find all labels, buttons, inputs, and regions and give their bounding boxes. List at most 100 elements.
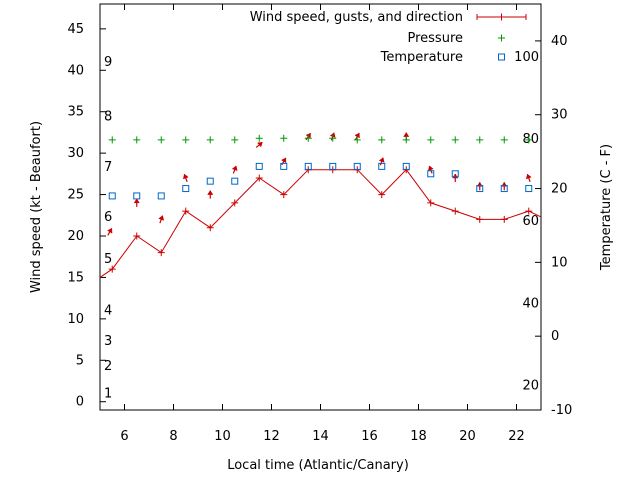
legend-label: Temperature (380, 50, 463, 65)
wind-direction-arrow-head (378, 157, 385, 163)
wind-speed-point (500, 215, 508, 223)
legend-square-swatch (498, 53, 505, 61)
legend-line-caps (476, 14, 527, 20)
legend: Wind speed, gusts, and direction Pressure… (250, 10, 527, 65)
y-left-tick-label: 30 (67, 146, 84, 161)
y-right-tick-label: 40 (551, 34, 568, 49)
pressure-point (378, 136, 386, 144)
y-left-tick-label: 0 (76, 395, 84, 410)
wind-speed-point (378, 191, 386, 199)
y-left-tick-label: 20 (67, 229, 84, 244)
x-tick-label: 18 (410, 429, 427, 444)
temperature-point (378, 162, 386, 170)
pressure-point (500, 136, 508, 144)
temperature-point (255, 162, 263, 170)
fahrenheit-label: 40 (522, 297, 539, 312)
temperature-point (304, 162, 312, 170)
temperature-point (476, 185, 484, 193)
wind-speed-point (255, 174, 263, 182)
pressure-point (353, 136, 361, 144)
wind-direction-arrow-head (133, 198, 140, 204)
beaufort-label: 1 (104, 386, 112, 401)
axes: 6 8 10 12 14 16 18 20 22051015202530354045-10010… (67, 3, 572, 444)
wind-direction-arrow-head (525, 173, 532, 180)
temperature-point (427, 170, 435, 178)
wind-direction-arrow-head (158, 215, 165, 221)
pressure-point (304, 134, 312, 142)
temperature-point (206, 177, 214, 185)
pressure-point (133, 136, 141, 144)
wind-speed-point (476, 215, 484, 223)
pressure-point (427, 136, 435, 144)
x-tick-label: 14 (312, 429, 329, 444)
fahrenheit-label: 60 (522, 214, 539, 229)
x-tick-label: 20 (459, 429, 476, 444)
pressure-point (231, 136, 239, 144)
wind-direction-arrow-head (403, 132, 410, 137)
temperature-point (133, 192, 141, 200)
y-left-tick-label: 25 (67, 188, 84, 203)
beaufort-label: 4 (104, 304, 112, 319)
y-axis-label-left: Wind speed (kt - Beaufort) (29, 121, 44, 293)
temperature-point (157, 192, 165, 200)
x-axis-label: Local time (Atlantic/Canary) (227, 458, 409, 473)
temperature-point (231, 177, 239, 185)
beaufort-label: 5 (104, 252, 112, 267)
wind-speed-point (182, 207, 190, 215)
wind-speed-point (280, 191, 288, 199)
y-right-tick-label: 30 (551, 108, 568, 123)
wind-direction-arrow-head (107, 227, 113, 234)
wind-speed-point (231, 199, 239, 207)
pressure-point (402, 136, 410, 144)
temperature-point (402, 162, 410, 170)
legend-label: Wind speed, gusts, and direction (250, 10, 463, 25)
fahrenheit-label: 100 (514, 50, 539, 65)
y-axis-label-right: Temperature (C - F) (599, 144, 614, 271)
wind-direction-arrow-head (452, 173, 459, 179)
temperature-point (182, 185, 190, 193)
legend-plus-swatch (498, 34, 505, 42)
wind-speed-point (451, 207, 459, 215)
wind-direction-arrow-head (257, 141, 263, 148)
fahrenheit-label: 20 (522, 379, 539, 394)
y-left-tick-label: 45 (67, 22, 84, 37)
pressure-point (451, 136, 459, 144)
legend-plus-swatch (498, 13, 505, 21)
temperature-point (353, 162, 361, 170)
y-right-tick-label: 0 (551, 329, 559, 344)
temperature-point (280, 162, 288, 170)
x-tick-label: 8 (169, 429, 177, 444)
y-right-tick-label: -10 (551, 403, 572, 418)
temperature-point (500, 185, 508, 193)
beaufort-label: 9 (104, 55, 112, 70)
pressure-point (206, 136, 214, 144)
beaufort-label: 7 (104, 160, 112, 175)
x-tick-label: 6 (120, 429, 128, 444)
wind-direction-arrow-head (207, 190, 214, 195)
x-tick-label: 12 (263, 429, 280, 444)
y-left-tick-label: 10 (67, 312, 84, 327)
beaufort-label: 6 (104, 210, 112, 225)
temperature-point (329, 162, 337, 170)
wind-direction-arrow-head (182, 173, 189, 180)
pressure-point (108, 136, 116, 144)
pressure-point (525, 136, 533, 144)
temperature-point (108, 192, 116, 200)
beaufort-label: 8 (104, 110, 112, 125)
wind-direction-arrow-head (280, 157, 287, 164)
wind-speed-point (133, 232, 141, 240)
pressure-point (157, 136, 165, 144)
pressure-point (476, 136, 484, 144)
beaufort-label: 3 (104, 334, 112, 349)
pressure-point (255, 134, 263, 142)
y-left-tick-label: 40 (67, 63, 84, 78)
wind-speed-line (99, 168, 542, 278)
x-tick-label: 22 (508, 429, 525, 444)
wind-speed-point (427, 199, 435, 207)
x-tick-label: 16 (361, 429, 378, 444)
wind-direction-arrow-head (427, 165, 434, 171)
wind-speed-point (157, 249, 165, 257)
wind-speed-point (206, 224, 214, 232)
pressure-point (280, 134, 288, 142)
